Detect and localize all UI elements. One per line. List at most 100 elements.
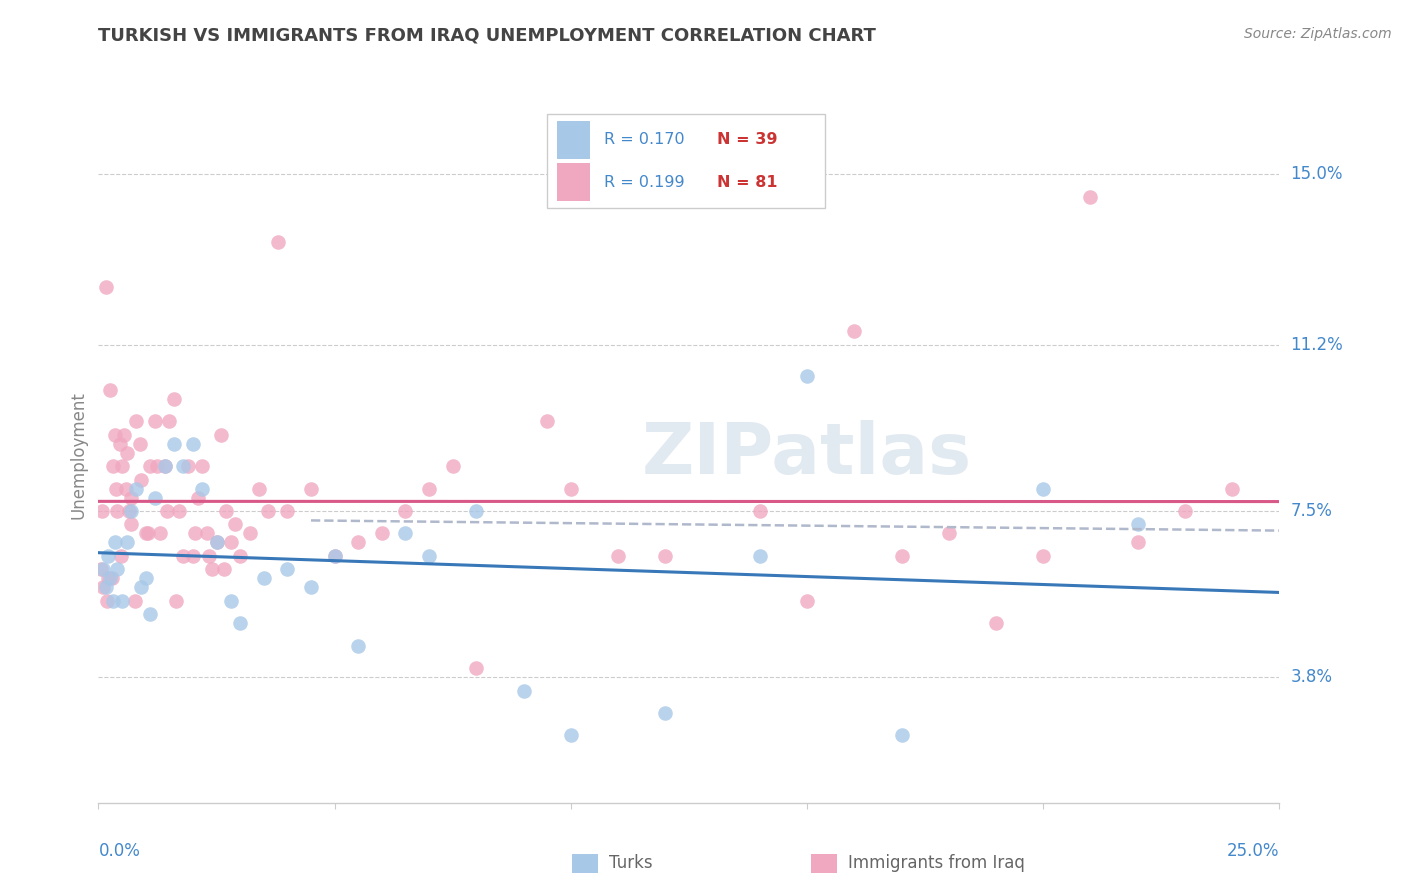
Point [101,594,124,608]
Point [796,369,818,384]
Point [156,504,179,518]
Text: R = 0.199: R = 0.199 [605,175,685,190]
Point [205,535,228,549]
FancyBboxPatch shape [557,120,589,159]
Point [748,549,770,563]
Y-axis label: Unemployment: Unemployment [69,391,87,519]
Point [114,482,136,496]
Point [195,526,218,541]
Point [219,594,242,608]
Point [394,504,416,518]
Point [224,517,246,532]
Point [441,459,464,474]
Point [98,383,121,397]
Point [212,562,235,576]
Point [101,459,124,474]
Point [97,549,120,563]
Point [184,526,207,541]
Point [91,580,114,594]
Point [890,729,912,743]
Point [844,325,866,339]
Point [1032,482,1054,496]
Point [118,504,141,518]
Point [129,473,152,487]
Point [257,504,280,518]
Point [748,504,770,518]
Point [371,526,394,541]
Text: TURKISH VS IMMIGRANTS FROM IRAQ UNEMPLOYMENT CORRELATION CHART: TURKISH VS IMMIGRANTS FROM IRAQ UNEMPLOY… [98,27,876,45]
Point [165,594,187,608]
Point [115,535,138,549]
Point [536,414,558,428]
Point [108,436,131,450]
Point [94,279,117,293]
Point [205,535,228,549]
Point [1220,482,1243,496]
Point [167,504,190,518]
Text: ZIPatlas: ZIPatlas [643,420,972,490]
Point [267,235,290,249]
Point [125,414,148,428]
Point [209,427,232,442]
FancyBboxPatch shape [547,114,825,208]
Point [172,459,194,474]
Text: N = 39: N = 39 [717,132,778,147]
Point [163,392,186,406]
Point [191,482,214,496]
Point [347,639,370,653]
Point [105,504,128,518]
Point [347,535,370,549]
Point [96,594,118,608]
Text: 3.8%: 3.8% [1291,668,1333,686]
Point [181,549,204,563]
Point [465,504,488,518]
Point [323,549,346,563]
Point [121,504,143,518]
Point [198,549,221,563]
Text: 11.2%: 11.2% [1291,336,1343,354]
Point [105,482,128,496]
Point [1032,549,1054,563]
Point [247,482,270,496]
Text: 0.0%: 0.0% [98,842,141,860]
Point [143,491,166,505]
Point [91,562,114,576]
Text: 7.5%: 7.5% [1291,502,1333,520]
Point [299,482,322,496]
Point [796,594,818,608]
Point [938,526,960,541]
Point [229,549,252,563]
Point [135,526,157,541]
Point [125,482,148,496]
Point [136,526,159,541]
Point [104,427,127,442]
Point [124,594,146,608]
Point [191,459,214,474]
Point [157,414,180,428]
Point [276,562,298,576]
Point [153,459,176,474]
Point [104,535,127,549]
Point [112,427,135,442]
Point [560,482,582,496]
Point [111,459,134,474]
Point [153,459,176,474]
Point [129,436,152,450]
Point [91,504,114,518]
Point [97,571,120,585]
Text: R = 0.170: R = 0.170 [605,132,685,147]
FancyBboxPatch shape [557,163,589,202]
Point [120,517,142,532]
Point [139,607,162,622]
Point [215,504,238,518]
Point [560,729,582,743]
Text: Turks: Turks [609,855,652,872]
Point [512,683,534,698]
Point [94,580,117,594]
Point [253,571,276,585]
Point [177,459,200,474]
Point [890,549,912,563]
Point [1174,504,1197,518]
Point [98,571,121,585]
Point [129,580,152,594]
